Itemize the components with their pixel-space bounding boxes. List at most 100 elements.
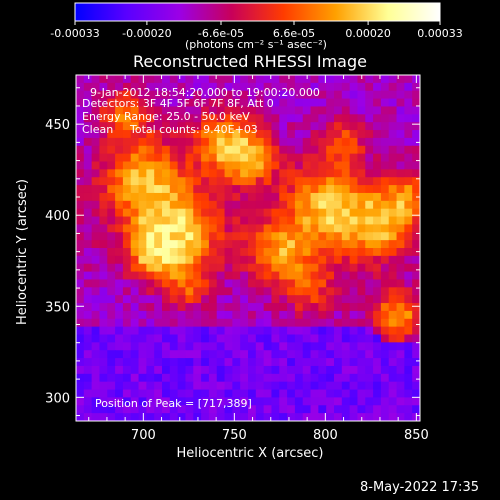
heatmap-cell xyxy=(248,137,257,147)
heatmap-cell xyxy=(216,255,226,265)
heatmap-cell xyxy=(201,90,210,100)
heatmap-cell xyxy=(412,224,420,233)
heatmap-cell xyxy=(302,358,312,367)
heatmap-cell xyxy=(240,208,249,218)
heatmap-cell xyxy=(146,389,155,399)
heatmap-cell xyxy=(255,365,265,375)
heatmap-cell xyxy=(208,318,218,328)
heatmap-cell xyxy=(341,137,351,147)
heatmap-cell xyxy=(91,255,101,265)
heatmap-cell xyxy=(240,232,249,241)
heatmap-cell xyxy=(263,169,273,178)
heatmap-cell xyxy=(248,192,257,202)
heatmap-cell xyxy=(310,224,319,233)
heatmap-cell xyxy=(177,200,187,210)
heatmap-cell xyxy=(318,373,327,383)
heatmap-cell xyxy=(115,240,124,249)
heatmap-cell xyxy=(388,161,398,170)
heatmap-cell xyxy=(310,153,319,163)
heatmap-cell xyxy=(310,365,319,375)
heatmap-cell xyxy=(138,271,147,281)
heatmap-cell xyxy=(201,303,210,312)
heatmap-cell xyxy=(76,82,85,92)
heatmap-cell xyxy=(388,169,398,178)
heatmap-cell xyxy=(201,350,210,359)
heatmap-cell xyxy=(201,98,210,108)
heatmap-cell xyxy=(271,130,280,139)
heatmap-cell xyxy=(404,381,413,391)
heatmap-cell xyxy=(208,177,218,186)
heatmap-cell xyxy=(380,169,390,178)
heatmap-cell xyxy=(177,342,187,351)
heatmap-cell xyxy=(357,303,366,312)
heatmap-cell xyxy=(185,98,194,108)
heatmap-cell xyxy=(216,358,226,367)
heatmap-cell xyxy=(169,342,179,351)
heatmap-cell xyxy=(396,137,405,147)
heatmap-cell xyxy=(138,161,147,170)
heatmap-cell xyxy=(177,145,187,155)
heatmap-cell xyxy=(83,342,93,351)
heatmap-cell xyxy=(146,177,155,186)
heatmap-cell xyxy=(294,279,304,288)
heatmap-cell xyxy=(115,342,124,351)
heatmap-cell xyxy=(216,208,226,218)
heatmap-cell xyxy=(334,208,343,218)
heatmap-cell xyxy=(388,122,398,131)
heatmap-cell xyxy=(130,334,140,343)
heatmap-cell xyxy=(107,114,116,123)
heatmap-cell xyxy=(154,130,163,139)
heatmap-cell xyxy=(396,318,405,328)
heatmap-cell xyxy=(122,342,132,351)
heatmap-cell xyxy=(310,295,319,304)
heatmap-cell xyxy=(294,326,304,336)
heatmap-cell xyxy=(169,75,179,84)
heatmap-cell xyxy=(193,310,202,320)
heatmap-cell xyxy=(162,358,171,367)
heatmap-cell xyxy=(83,318,93,328)
heatmap-cell xyxy=(162,413,171,421)
heatmap-cell xyxy=(138,240,147,249)
heatmap-cell xyxy=(107,334,116,343)
heatmap-cell xyxy=(91,271,101,281)
heatmap-cell xyxy=(146,82,155,92)
heatmap-cell xyxy=(271,224,280,233)
heatmap-cell xyxy=(83,263,93,273)
heatmap-cell xyxy=(287,232,296,241)
heatmap-cell xyxy=(99,169,108,178)
heatmap-cell xyxy=(248,122,257,131)
heatmap-cell xyxy=(177,153,187,163)
heatmap-cell xyxy=(201,177,210,186)
heatmap-cell xyxy=(279,240,288,249)
heatmap-cell xyxy=(279,161,288,170)
heatmap-cell xyxy=(357,295,366,304)
heatmap-cell xyxy=(115,358,124,367)
heatmap-cell xyxy=(279,208,288,218)
heatmap-cell xyxy=(201,318,210,328)
heatmap-cell xyxy=(341,240,351,249)
heatmap-cell xyxy=(240,216,249,226)
heatmap-cell xyxy=(357,122,366,131)
heatmap-cell xyxy=(177,405,187,414)
heatmap-cell xyxy=(224,318,233,328)
heatmap-cell xyxy=(240,342,249,351)
heatmap-cell xyxy=(255,130,265,139)
heatmap-cell xyxy=(146,90,155,100)
heatmap-cell xyxy=(334,145,343,155)
heatmap-cell xyxy=(248,248,257,257)
heatmap-cell xyxy=(318,106,327,115)
heatmap-cell xyxy=(357,326,366,336)
heatmap-cell xyxy=(412,303,420,312)
heatmap-cell xyxy=(185,263,194,273)
heatmap-cell xyxy=(130,303,140,312)
heatmap-cell xyxy=(91,114,101,123)
heatmap-cell xyxy=(232,232,241,241)
heatmap-cell xyxy=(91,98,101,108)
heatmap-cell xyxy=(341,405,351,414)
heatmap-cell xyxy=(349,271,359,281)
heatmap-cell xyxy=(185,240,194,249)
heatmap-cell xyxy=(224,373,233,383)
heatmap-cell xyxy=(99,153,108,163)
heatmap-cell xyxy=(380,106,390,115)
heatmap-cell xyxy=(130,350,140,359)
